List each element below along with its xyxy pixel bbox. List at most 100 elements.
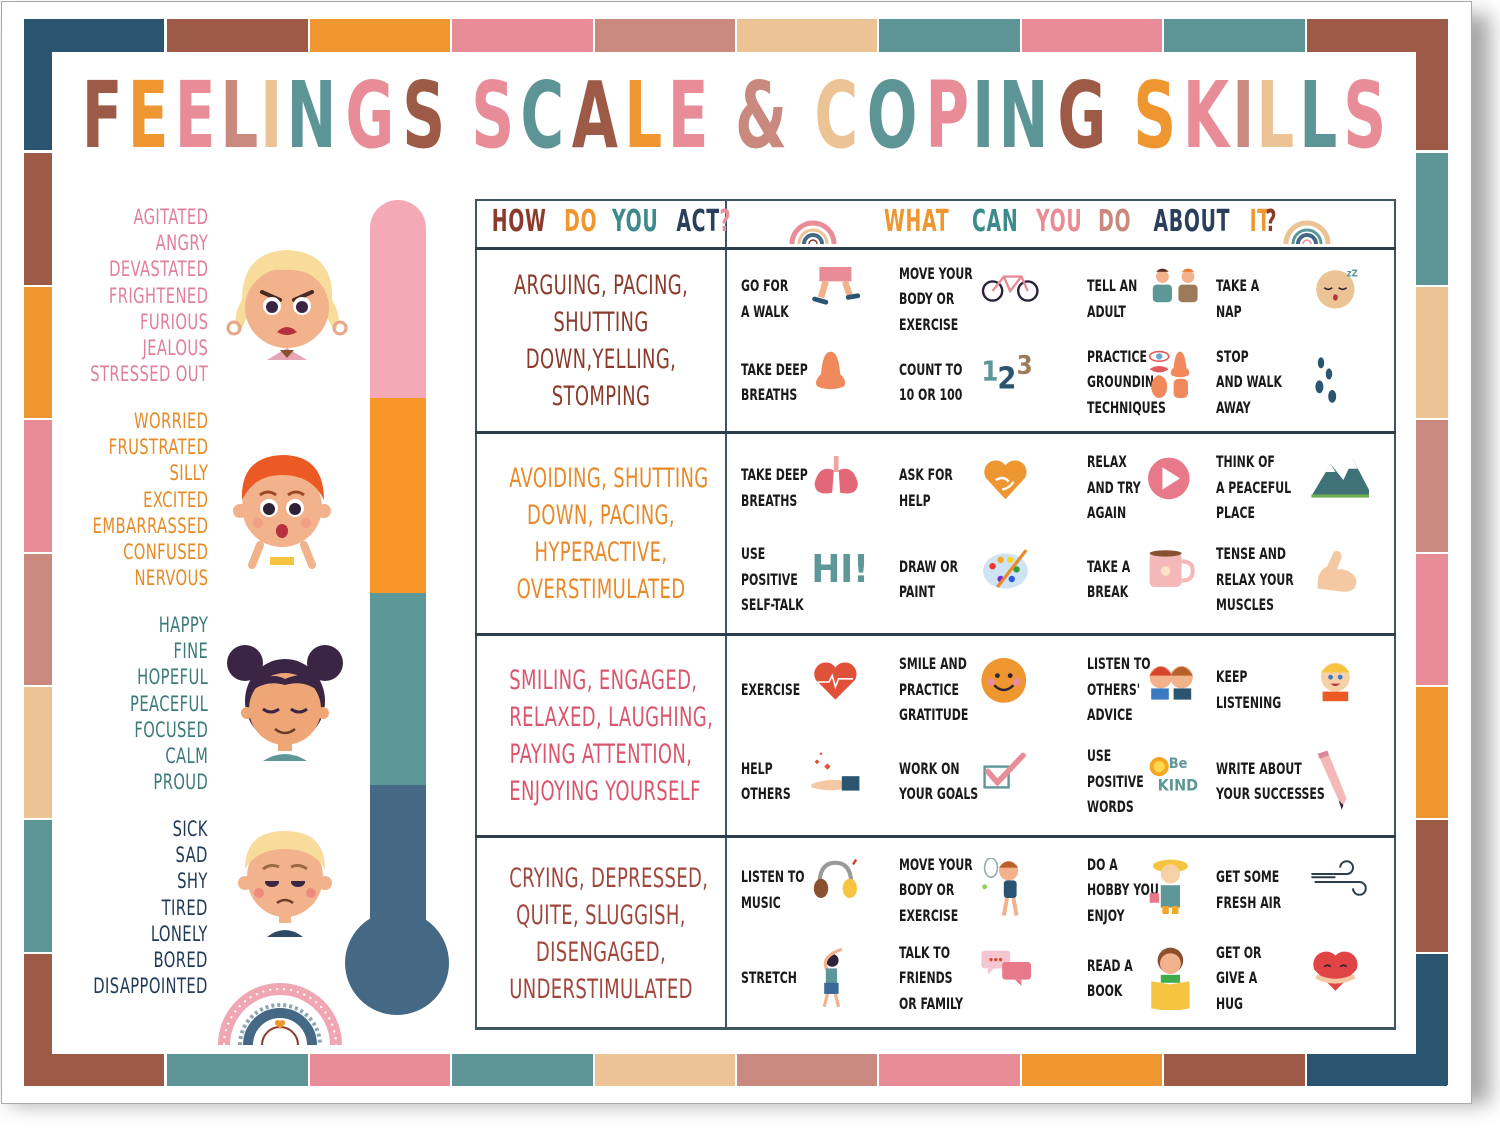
title-letter: E <box>667 62 713 169</box>
coping-skill: TAKE DEEP BREATHS <box>741 462 829 513</box>
coping-skill: STOP AND WALK AWAY <box>1216 344 1303 421</box>
coping-skill: THINK OF A PEACEFUL PLACE <box>1216 449 1315 526</box>
feeling-word: PEACEFUL <box>129 691 208 716</box>
heart-hands-icon <box>984 460 1027 499</box>
coping-skill: TELL AN ADULT <box>1087 273 1153 324</box>
title-letter: & <box>735 62 792 169</box>
rainbow-header-left-icon <box>789 220 837 244</box>
coping-skill-label: OR FAMILY <box>899 993 964 1013</box>
title-letter: E <box>174 62 220 169</box>
header-what-can-you-do: WHAT CAN YOU DO ABOUT IT? <box>876 204 1277 239</box>
coping-skill: WRITE ABOUT YOUR SUCCESSES <box>1216 756 1359 807</box>
coping-skill-label: HOBBY YOU <box>1087 880 1159 900</box>
coping-skill-label: EXERCISE <box>741 679 801 699</box>
coping-skill-label: BREAK <box>1087 582 1129 602</box>
behavior-line: RELAXED, LAUGHING, <box>509 701 714 733</box>
coping-skill-label: BOOK <box>1087 981 1123 1001</box>
border-tile <box>24 19 53 151</box>
mountains-icon <box>1311 458 1369 498</box>
coping-skill: TALK TO FRIENDS OR FAMILY <box>899 940 983 1017</box>
title-letter: S <box>1132 62 1181 169</box>
header-word: CAN <box>971 204 1019 239</box>
coping-skill-label: KEEP <box>1216 667 1248 687</box>
coping-skill: RELAX AND TRY AGAIN <box>1087 449 1158 526</box>
title-letter: C <box>520 62 569 169</box>
border-tile <box>24 686 53 819</box>
title-letter: I <box>1232 62 1260 169</box>
title-letter: I <box>971 62 999 169</box>
feeling-word: SHY <box>177 869 208 894</box>
coping-skill-label: ADVICE <box>1087 705 1133 725</box>
feeling-word: STRESSED OUT <box>89 362 208 387</box>
coping-skill-label: GET SOME <box>1216 867 1280 887</box>
title-letter: O <box>866 62 922 169</box>
coping-skill-label: BODY OR <box>899 880 955 900</box>
border-tile <box>1415 420 1448 552</box>
coping-skill-label: AGAIN <box>1087 503 1127 523</box>
border-tile <box>879 1052 1020 1086</box>
title-letter <box>1110 70 1135 162</box>
coping-skill-label: POSITIVE <box>741 569 798 589</box>
border-tile <box>1164 19 1305 53</box>
coping-skill-label: MOVE YOUR <box>899 263 973 283</box>
feeling-word: FOCUSED <box>134 717 208 742</box>
rainbow-header-right-icon <box>1283 220 1331 244</box>
behavior-description: AVOIDING, SHUTTING DOWN, PACING, HYPERACTI… <box>477 460 725 608</box>
coping-skill: MOVE YOUR BODY OR EXERCISE <box>899 852 996 929</box>
title-letter <box>791 70 816 162</box>
feeling-word: SAD <box>175 843 208 868</box>
checkbox-tick-icon <box>983 752 1026 789</box>
coping-skill: GET OR GIVE A HUG <box>1216 940 1276 1017</box>
coping-skill-label: TECHNIQUES <box>1087 397 1166 417</box>
feelings-list-calm: HAPPY FINE HOPEFUL PEACEFUL FOCUSED CALM PROUD <box>108 612 208 795</box>
feeling-word: BORED <box>153 948 208 973</box>
coping-skill-label: POSITIVE <box>1087 771 1144 791</box>
title-letter: L <box>1256 62 1299 169</box>
coping-skill-label: 10 OR 100 <box>899 385 963 405</box>
coping-skill-label: GO FOR <box>741 276 789 296</box>
rainbow-decoration-icon <box>218 983 342 1045</box>
coping-skill: GO FOR A WALK <box>741 273 804 324</box>
border-tile <box>452 19 593 53</box>
row-divider <box>475 835 1396 838</box>
coping-skill-label: GRATITUDE <box>899 705 969 725</box>
title-letter: G <box>1057 62 1111 169</box>
coping-skill: HELP OTHERS <box>741 756 806 807</box>
border-tile <box>594 19 735 53</box>
coping-skill-label: PRACTICE <box>1087 346 1147 366</box>
coping-skill: READ A BOOK <box>1087 953 1147 1004</box>
header-word: YOU <box>612 204 659 239</box>
row-divider <box>475 431 1396 434</box>
coping-skill-label: FRIENDS <box>899 968 953 988</box>
behavior-line: PAYING ATTENTION, <box>509 738 693 770</box>
border-tile <box>309 19 451 53</box>
chat-bubbles-icon <box>981 950 1031 987</box>
feeling-word: AGITATED <box>133 205 208 229</box>
header-word: ACT <box>676 204 720 239</box>
border-tile <box>1415 686 1448 819</box>
coping-skill-label: PAINT <box>899 582 936 602</box>
header-word: DO <box>563 204 597 239</box>
coping-skill-label: EXERCISE <box>899 314 959 334</box>
behavior-line: DOWN,YELLING, <box>525 343 677 375</box>
title-letter: N <box>998 62 1053 169</box>
border-tile <box>1021 1052 1163 1086</box>
coping-skill: TAKE DEEP BREATHS <box>741 357 829 408</box>
feeling-word: FRUSTRATED <box>108 435 208 460</box>
coping-skill: USE POSITIVE WORDS <box>1087 743 1162 820</box>
behavior-line: DISENGAGED, <box>535 937 667 968</box>
header-word: ? <box>719 204 732 239</box>
coping-skill-label: AWAY <box>1216 397 1251 417</box>
coping-skill-label: LISTEN TO <box>741 867 805 887</box>
border-tile <box>167 19 308 53</box>
coping-skill: LISTEN TO OTHERS' ADVICE <box>1087 651 1171 728</box>
coping-skill-label: TAKE A <box>1087 556 1131 576</box>
border-tile <box>24 286 53 419</box>
coping-skill-label: LISTENING <box>1216 692 1282 712</box>
title-letter: C <box>814 62 863 169</box>
waving-kid-icon <box>1321 662 1350 701</box>
kids-talking-icon <box>1152 268 1198 303</box>
calm-girl-face-icon <box>227 645 343 761</box>
border-tile <box>24 953 53 1085</box>
border-tile <box>1415 820 1448 952</box>
